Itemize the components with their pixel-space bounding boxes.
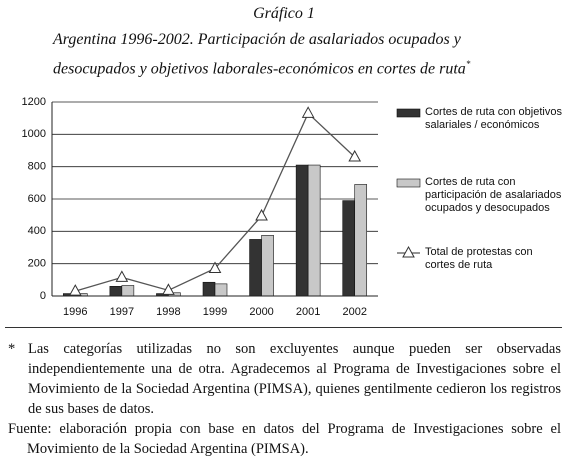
x-tick-label: 2000 bbox=[249, 306, 273, 318]
separator bbox=[5, 327, 562, 328]
chart-title: Gráfico 1 bbox=[253, 5, 315, 22]
footnote-text: Las categorías utilizadas no son excluye… bbox=[28, 341, 561, 417]
line-marker bbox=[68, 284, 82, 296]
x-tick-label: 2002 bbox=[342, 306, 366, 318]
y-tick-label: 0 bbox=[40, 290, 46, 302]
subtitle-text: Argentina 1996-2002. Participación de as… bbox=[53, 31, 466, 78]
line-marker bbox=[348, 149, 362, 162]
x-tick-label: 1998 bbox=[156, 306, 180, 318]
x-tick-label: 2001 bbox=[296, 306, 320, 318]
line-marker bbox=[255, 208, 268, 221]
bar bbox=[121, 285, 135, 297]
y-tick-label: 1200 bbox=[22, 96, 46, 108]
line-marker bbox=[301, 106, 315, 118]
chart: 0 200 400 600 800 1000 1200 1996 1997 1998 1999 200… bbox=[22, 96, 421, 318]
bar bbox=[307, 164, 321, 297]
legend-swatch bbox=[396, 178, 421, 188]
bar bbox=[342, 200, 356, 297]
legend-label: Total de protestas con cortes de ruta bbox=[425, 246, 533, 271]
legend-marker bbox=[402, 245, 415, 258]
bar bbox=[261, 235, 274, 297]
bar bbox=[109, 285, 123, 297]
footnote: * Las categorías utilizadas no son excluy… bbox=[8, 339, 561, 419]
y-tick-label: 200 bbox=[28, 258, 46, 270]
bar bbox=[214, 283, 228, 297]
x-tick-label: 1996 bbox=[63, 306, 87, 318]
source: Fuente: elaboración propia con base en d… bbox=[8, 421, 561, 457]
y-tick-label: 800 bbox=[28, 161, 46, 173]
y-tick-label: 400 bbox=[28, 225, 46, 237]
x-tick-label: 1997 bbox=[110, 306, 134, 318]
y-tick-label: 600 bbox=[28, 193, 46, 205]
legend-swatch bbox=[396, 108, 421, 118]
footnote-mark: * bbox=[8, 341, 16, 357]
bar bbox=[295, 164, 309, 297]
legend-label: Cortes de ruta con participación de asal… bbox=[425, 176, 562, 214]
chart-subtitle: Argentina 1996-2002. Participación de as… bbox=[53, 28, 533, 81]
subtitle-mark: * bbox=[465, 59, 471, 69]
line-marker bbox=[162, 283, 175, 295]
legend-label: Cortes de ruta con objetivos salariales … bbox=[425, 106, 562, 131]
line-marker bbox=[115, 270, 129, 282]
x-tick-label: 1999 bbox=[203, 306, 227, 318]
line-marker bbox=[208, 261, 222, 274]
bar bbox=[202, 281, 216, 297]
y-tick-label: 1000 bbox=[22, 128, 46, 140]
bar bbox=[249, 239, 262, 297]
bar bbox=[354, 184, 368, 297]
